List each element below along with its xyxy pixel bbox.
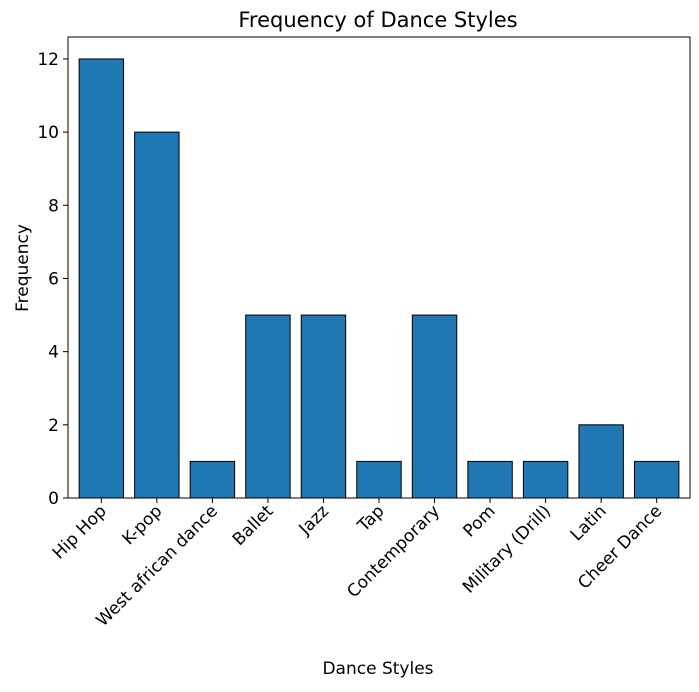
x-tick-label: Ballet [229,501,278,550]
bar [300,314,347,499]
bar [522,460,569,499]
y-tick-label: 10 [37,123,59,143]
x-tick-label: K-pop [119,501,167,549]
bar [467,460,513,499]
bar [578,424,624,499]
y-tick-label: 12 [37,50,59,70]
bar [411,314,458,499]
x-tick-label: Pom [460,501,500,541]
chart-title: Frequency of Dance Styles [238,8,517,32]
y-tick-label: 8 [48,196,59,216]
x-tick-label: Tap [353,501,388,536]
y-axis-label: Frequency [13,224,33,312]
y-tick-label: 6 [48,269,59,289]
bar [78,58,125,499]
bar [134,131,180,499]
x-tick-label: Hip Hop [49,501,111,563]
x-tick-label: Jazz [295,501,333,539]
y-tick-label: 2 [48,416,59,436]
y-tick-label: 0 [48,489,59,509]
bar [189,460,236,499]
bar [356,460,402,499]
bar [633,460,680,499]
x-axis-label: Dance Styles [322,659,433,679]
x-tick-label: Latin [567,501,611,545]
bar [245,314,291,499]
y-tick-label: 4 [48,343,59,363]
